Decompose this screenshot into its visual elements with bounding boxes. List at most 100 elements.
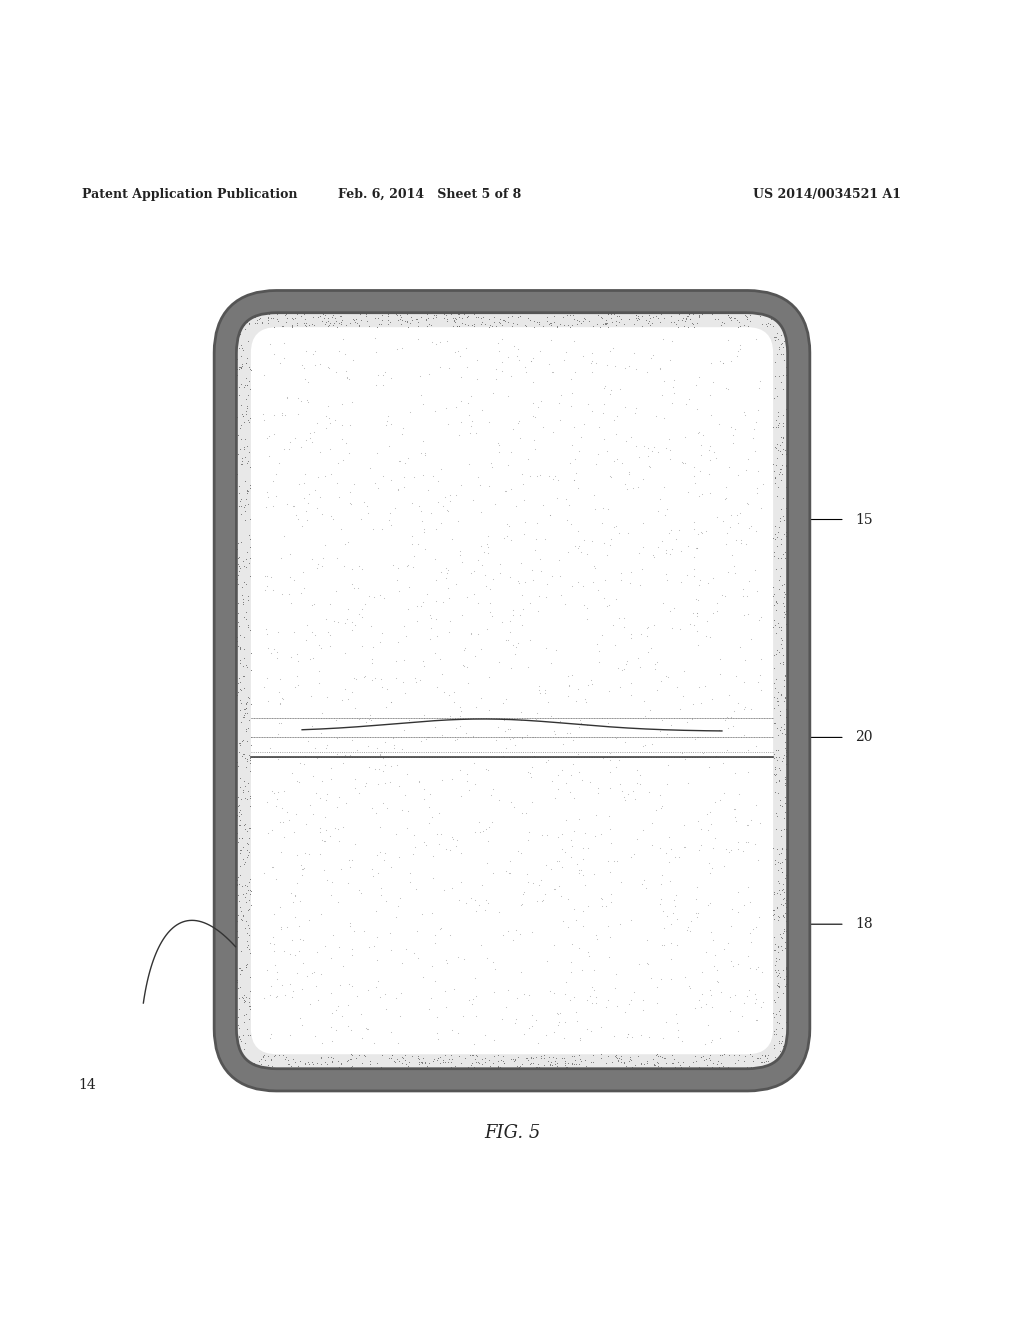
Point	[770, 690, 786, 711]
Point	[786, 1015, 803, 1036]
Point	[598, 294, 614, 315]
Point	[623, 1049, 639, 1071]
Point	[682, 977, 698, 998]
Point	[601, 294, 617, 315]
Point	[282, 942, 298, 964]
Point	[413, 1061, 429, 1082]
Point	[311, 442, 328, 463]
Point	[705, 602, 721, 623]
Point	[292, 928, 308, 949]
Point	[738, 986, 755, 1007]
Point	[728, 529, 744, 550]
Point	[784, 315, 801, 337]
Point	[577, 1049, 593, 1071]
Point	[225, 482, 242, 503]
Point	[281, 1053, 297, 1074]
Point	[735, 605, 752, 626]
Point	[221, 690, 238, 711]
Point	[270, 1044, 287, 1065]
Point	[633, 301, 649, 322]
Point	[757, 1056, 773, 1077]
Point	[238, 693, 254, 714]
Point	[554, 759, 570, 780]
Point	[227, 655, 244, 676]
Point	[740, 1065, 757, 1086]
Point	[397, 784, 414, 805]
Point	[557, 593, 573, 614]
Point	[289, 962, 305, 983]
Point	[642, 700, 658, 721]
Point	[557, 1051, 573, 1072]
Point	[221, 920, 238, 941]
Point	[666, 1063, 682, 1084]
Point	[433, 458, 450, 479]
Point	[254, 1067, 270, 1088]
Point	[723, 840, 739, 861]
Point	[474, 875, 490, 896]
Point	[274, 315, 291, 337]
Point	[303, 1065, 319, 1086]
Point	[737, 459, 754, 480]
Point	[688, 375, 705, 396]
Point	[221, 478, 238, 499]
Point	[585, 315, 601, 337]
Point	[467, 302, 483, 323]
Point	[224, 433, 241, 454]
Point	[547, 723, 563, 744]
Point	[226, 450, 243, 471]
Point	[481, 700, 498, 721]
Point	[774, 879, 791, 900]
Point	[234, 594, 251, 615]
Point	[756, 298, 772, 319]
Point	[351, 603, 368, 624]
Point	[344, 850, 360, 871]
Point	[622, 1048, 638, 1069]
Point	[736, 296, 753, 317]
Point	[778, 399, 795, 420]
Point	[220, 337, 237, 358]
Point	[787, 376, 804, 397]
Point	[781, 978, 798, 999]
Point	[237, 500, 253, 521]
Point	[600, 915, 616, 936]
Point	[283, 293, 299, 314]
Point	[572, 426, 589, 447]
Point	[585, 572, 601, 593]
Point	[784, 729, 801, 750]
Point	[693, 523, 710, 544]
Point	[400, 1051, 417, 1072]
Point	[664, 539, 680, 560]
Point	[503, 610, 519, 631]
Point	[330, 1051, 346, 1072]
Point	[333, 1053, 349, 1074]
Point	[382, 312, 398, 333]
Point	[323, 1047, 339, 1068]
Point	[545, 362, 561, 383]
Point	[333, 312, 349, 333]
Point	[264, 857, 281, 878]
Point	[685, 512, 701, 533]
Point	[605, 450, 622, 471]
Point	[257, 293, 273, 314]
Point	[517, 315, 534, 337]
Point	[233, 488, 250, 510]
Point	[243, 643, 259, 664]
Point	[613, 569, 630, 590]
Point	[460, 305, 476, 326]
Point	[767, 437, 783, 458]
Point	[490, 312, 507, 333]
Point	[351, 879, 368, 900]
Point	[788, 465, 805, 486]
Point	[368, 473, 384, 494]
Point	[233, 960, 250, 981]
Point	[232, 491, 249, 512]
Point	[774, 722, 791, 743]
Point	[418, 834, 434, 855]
Point	[715, 1056, 731, 1077]
Point	[781, 425, 798, 446]
Point	[336, 533, 352, 554]
Point	[782, 408, 799, 429]
Point	[411, 1051, 427, 1072]
Point	[468, 1052, 484, 1073]
Point	[748, 441, 764, 462]
